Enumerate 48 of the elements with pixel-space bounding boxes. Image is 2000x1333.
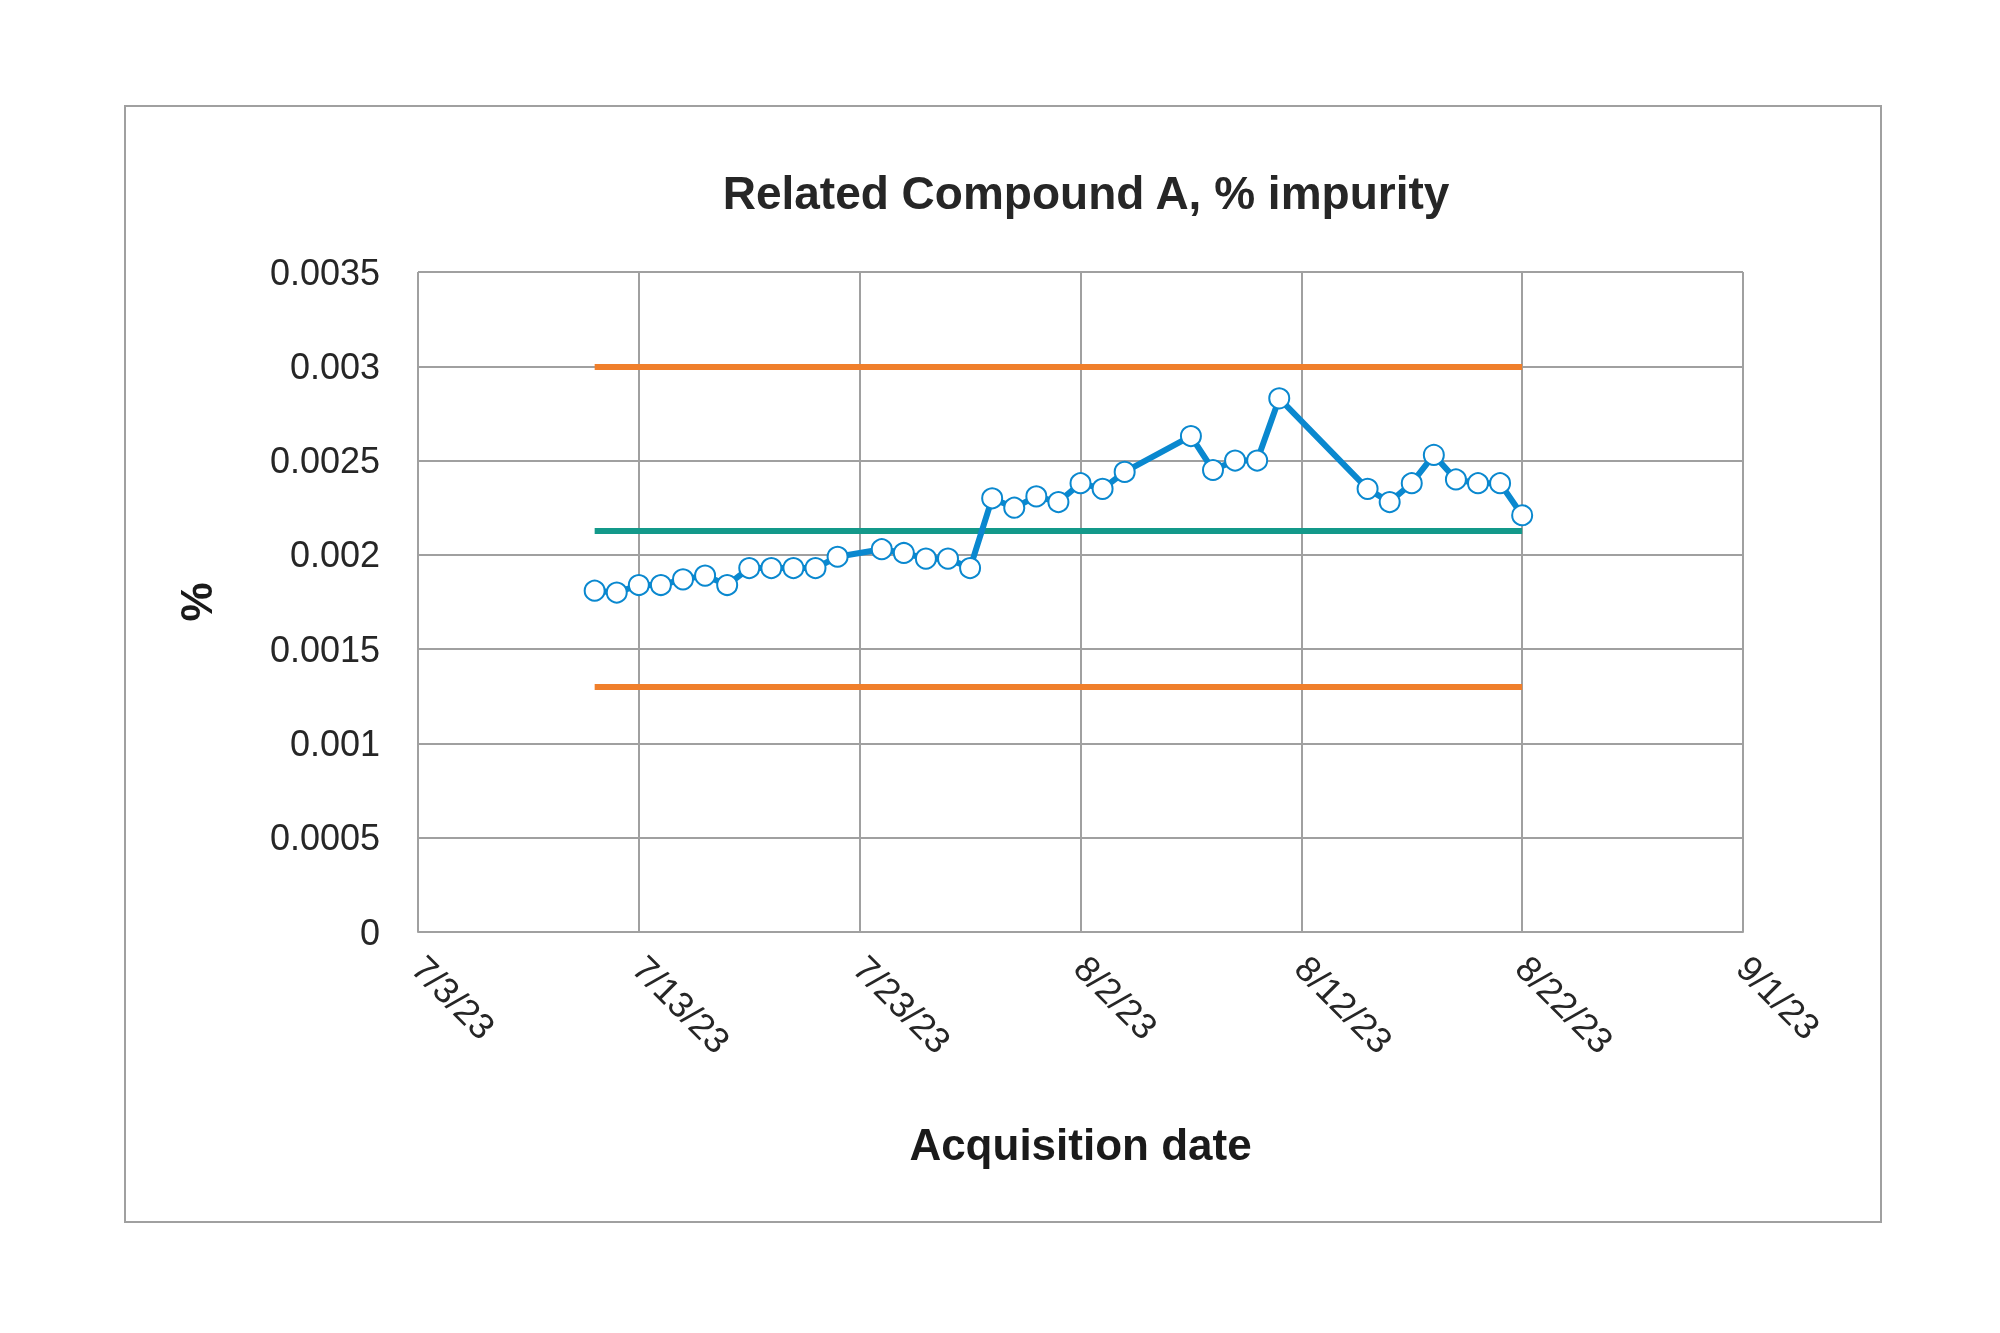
point <box>1224 449 1247 472</box>
point <box>1400 472 1423 495</box>
point <box>627 574 650 597</box>
y-tick-label: 0.0025 <box>269 440 380 482</box>
point <box>672 568 694 591</box>
point <box>1511 504 1534 527</box>
point <box>1113 460 1136 483</box>
point <box>914 547 937 570</box>
x-axis-title: Acquisition date <box>909 1119 1252 1169</box>
point <box>1091 477 1114 500</box>
point <box>1268 387 1291 410</box>
point <box>1069 472 1092 495</box>
point <box>716 574 739 597</box>
y-tick-label: 0.002 <box>289 534 380 576</box>
point <box>1444 468 1467 491</box>
point <box>1378 491 1401 514</box>
point <box>804 557 827 580</box>
point <box>583 579 606 602</box>
point <box>1179 425 1202 448</box>
point <box>1356 477 1379 500</box>
point <box>1047 491 1070 514</box>
point <box>892 541 915 564</box>
point <box>782 557 805 580</box>
point <box>1422 443 1445 466</box>
point <box>738 557 761 580</box>
chart-title: Related Compound A, % impurity <box>722 167 1450 219</box>
y-tick-label: 0.003 <box>289 345 380 387</box>
point <box>1202 459 1224 481</box>
point <box>870 538 893 561</box>
point <box>1025 485 1048 508</box>
point <box>1467 472 1489 495</box>
y-tick-label: 0.0015 <box>269 628 380 670</box>
point <box>826 545 849 568</box>
point <box>1246 449 1269 472</box>
point <box>959 557 982 580</box>
y-tick-label: 0 <box>359 911 380 953</box>
y-tick-label: 0.001 <box>289 722 380 764</box>
point <box>605 581 628 604</box>
y-tick-label: 0.0005 <box>269 817 380 859</box>
point <box>1003 496 1026 519</box>
y-tick-label: 0.0035 <box>269 251 380 293</box>
point <box>937 547 959 570</box>
y-axis-title: % <box>171 582 221 622</box>
point <box>694 564 717 587</box>
point <box>1489 472 1512 495</box>
point <box>760 557 783 580</box>
point <box>649 574 672 597</box>
point <box>981 487 1004 510</box>
